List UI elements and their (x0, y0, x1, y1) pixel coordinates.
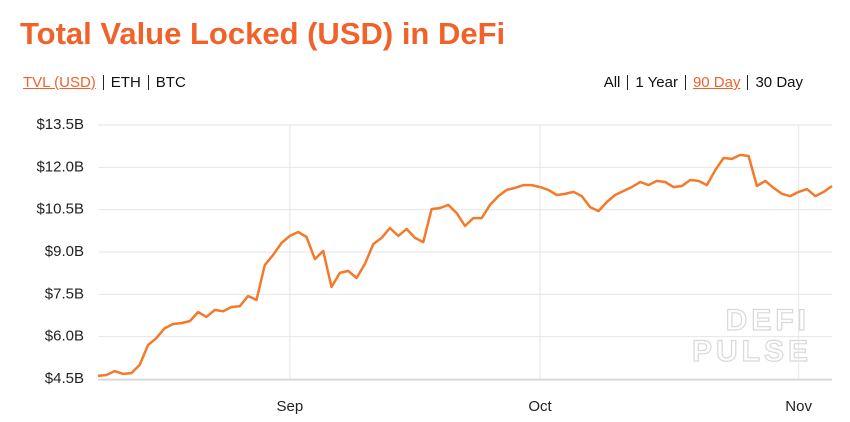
tab[interactable]: 90 Day (684, 75, 748, 90)
x-tick-label: Sep (276, 398, 303, 415)
range-tabs: All 1 Year 90 Day 30 Day (604, 75, 810, 90)
tab[interactable]: TVL (USD) (23, 74, 96, 91)
tab[interactable]: BTC (147, 75, 193, 90)
watermark: PULSE (692, 335, 812, 368)
y-tick-label: $6.0B (45, 328, 84, 345)
tab[interactable]: All (603, 74, 621, 91)
y-tick-label: $4.5B (45, 370, 84, 387)
x-tick-label: Oct (528, 398, 552, 415)
x-tick-label: Nov (785, 398, 812, 415)
tab[interactable]: 1 Year (627, 75, 685, 90)
y-tick-label: $7.5B (45, 285, 84, 302)
title: Total Value Locked (USD) in DeFi (20, 16, 506, 51)
metric-tabs: TVL (USD) ETH BTC (23, 75, 193, 90)
tvl-line (97, 153, 833, 378)
y-tick-label: $9.0B (45, 243, 84, 260)
tab[interactable]: ETH (102, 75, 148, 90)
watermark: DEFI (726, 304, 810, 337)
y-tick-label: $13.5B (36, 116, 84, 133)
y-tick-label: $10.5B (36, 201, 84, 218)
tab[interactable]: 30 Day (747, 75, 810, 90)
y-tick-label: $12.0B (36, 158, 84, 175)
